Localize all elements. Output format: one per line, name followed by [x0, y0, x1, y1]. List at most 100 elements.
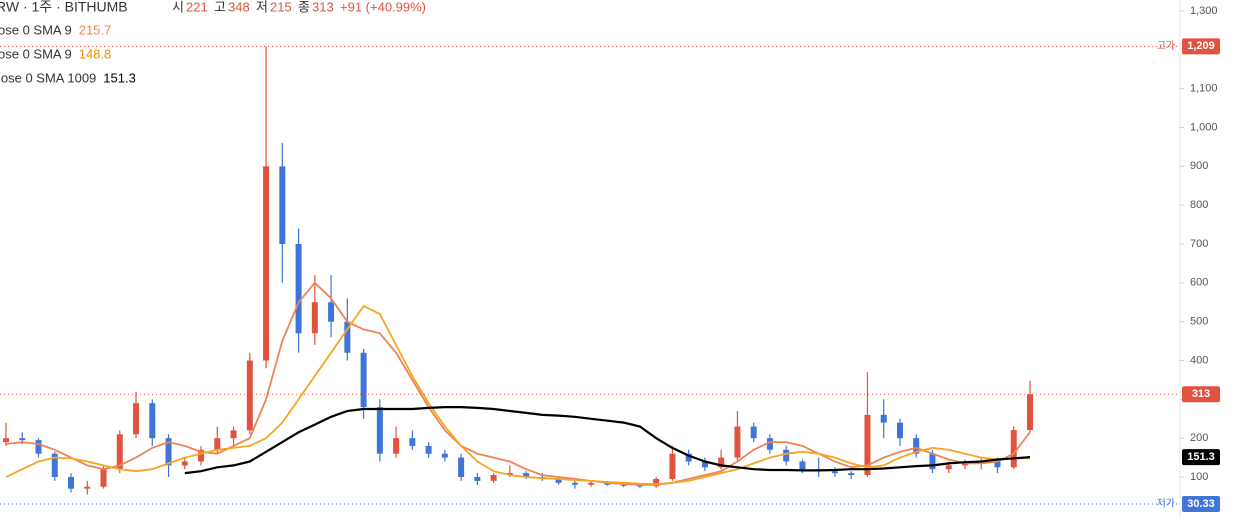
candle-body	[653, 478, 660, 487]
candle-body	[3, 438, 9, 443]
candle-body	[458, 457, 465, 477]
y-tick-label: 100	[1190, 471, 1208, 483]
high-tag-label: 1,209	[1187, 40, 1215, 52]
candle-body	[961, 463, 968, 466]
candle-body	[636, 485, 643, 487]
low-marker-label: 저가	[1157, 498, 1175, 510]
candle-body	[311, 302, 318, 334]
chart-title: RW · 1주 · BITHUMB	[0, 0, 128, 15]
close-tag-box	[1182, 386, 1220, 403]
legend-value: 148.8	[79, 46, 112, 61]
sma-tag-box	[1182, 449, 1220, 466]
candle-body	[604, 482, 611, 485]
candle-body	[783, 449, 790, 462]
candle-body	[523, 473, 530, 477]
candle-body	[864, 414, 871, 476]
candle-body	[718, 457, 725, 468]
candle-body	[831, 471, 838, 474]
candle-body	[344, 321, 351, 353]
header-label: 시	[172, 0, 184, 14]
candle-body	[100, 469, 107, 487]
candle-body	[263, 166, 270, 361]
header-label: 고	[214, 0, 226, 14]
header-change: +91 (+40.99%)	[340, 0, 426, 14]
candle-body	[490, 475, 497, 481]
candle-body	[994, 461, 1001, 468]
candle-body	[620, 484, 627, 486]
candle-body	[246, 360, 253, 431]
candle-body	[441, 453, 448, 458]
candle-body	[799, 461, 806, 470]
header-value: 215	[270, 0, 292, 14]
header-value: 221	[186, 0, 208, 14]
candle-body	[913, 438, 920, 454]
sma-line	[184, 406, 1031, 475]
high-tag-box	[1182, 38, 1220, 55]
y-tick-label: 900	[1190, 160, 1208, 172]
candle-body	[149, 403, 156, 439]
candle-body	[214, 438, 221, 450]
candle-body	[328, 302, 335, 322]
sma-line	[5, 305, 1031, 485]
low-tag-label: 30.33	[1187, 498, 1215, 510]
candle-body	[35, 440, 42, 454]
y-tick-label: 400	[1190, 354, 1208, 366]
low-tag-box	[1182, 496, 1220, 513]
candle-body	[848, 473, 855, 476]
candle-body	[1027, 394, 1033, 431]
header-value: 313	[312, 0, 334, 14]
y-tick-label: 700	[1190, 238, 1208, 250]
header-label: 저	[256, 0, 268, 14]
candle-body	[880, 414, 887, 423]
candle-body	[945, 465, 952, 470]
candle-body	[116, 434, 123, 470]
candle-body	[685, 453, 692, 462]
candle-body	[19, 438, 26, 441]
candle-body	[555, 478, 562, 483]
candle-body	[474, 477, 481, 481]
sma-tag-label: 151.3	[1187, 451, 1215, 463]
candle-body	[701, 461, 708, 468]
header-label: 종	[298, 0, 310, 14]
candle-body	[506, 473, 513, 476]
candle-body	[669, 453, 676, 479]
candle-body	[393, 438, 400, 454]
candle-body	[360, 352, 367, 408]
candle-body	[133, 403, 140, 435]
sma-line	[5, 281, 1031, 486]
y-tick-label: 800	[1190, 199, 1208, 211]
legend-name: ose 0 SMA 9	[0, 46, 72, 61]
candle-body	[295, 244, 302, 334]
legend-name: ose 0 SMA 9	[0, 22, 72, 37]
candle-body	[376, 407, 383, 454]
y-tick-label: 1,300	[1190, 5, 1218, 17]
y-tick-label: 600	[1190, 277, 1208, 289]
candle-body	[279, 166, 286, 244]
candle-body	[896, 422, 903, 439]
candle-body	[181, 461, 188, 466]
legend-value: 151.3	[103, 70, 136, 85]
candle-body	[425, 445, 432, 454]
candle-body	[409, 438, 416, 446]
y-tick-label: 1,100	[1190, 83, 1218, 95]
header-value: 348	[228, 0, 250, 14]
legend-value: 215.7	[79, 22, 112, 37]
candle-body	[766, 438, 773, 450]
y-tick-label: 1,000	[1190, 121, 1218, 133]
candle-body	[84, 486, 91, 489]
close-tag-label: 313	[1192, 388, 1210, 400]
legend-name: lose 0 SMA 1009	[0, 70, 96, 85]
y-tick-label: 500	[1190, 316, 1208, 328]
candle-body	[51, 453, 58, 477]
candle-body	[734, 426, 741, 458]
candle-body	[588, 482, 595, 485]
candle-body	[1010, 430, 1017, 468]
y-tick-label: 200	[1190, 432, 1208, 444]
candle-body	[750, 426, 757, 439]
candle-body	[929, 453, 936, 470]
candle-body	[571, 482, 578, 485]
candle-body	[68, 477, 75, 489]
high-marker-label: 고가	[1157, 40, 1175, 52]
